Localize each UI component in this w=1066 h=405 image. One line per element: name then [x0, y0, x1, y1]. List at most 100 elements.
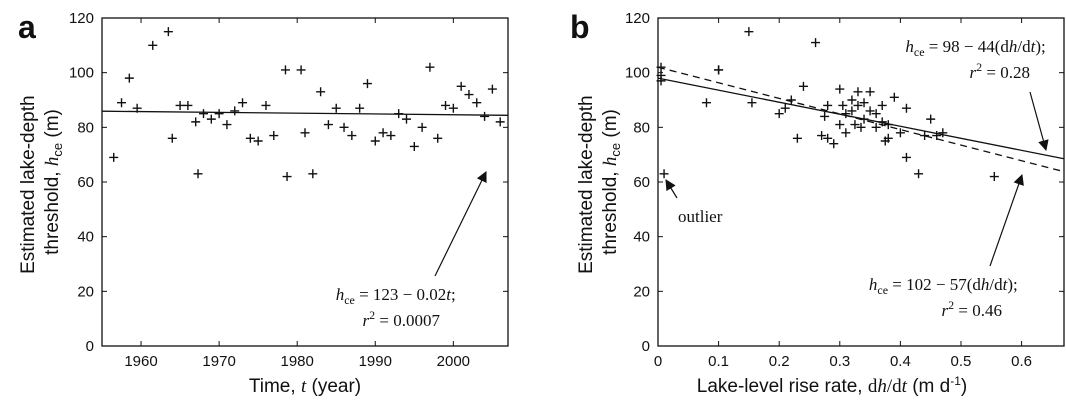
data-point [883, 133, 893, 143]
y-tick-label: 120 [625, 10, 650, 27]
data-point [747, 98, 757, 108]
data-point [132, 103, 142, 113]
data-point [183, 100, 193, 110]
data-point [441, 100, 451, 110]
data-point [744, 27, 754, 37]
x-tick-label: 0.2 [769, 353, 790, 370]
data-point [859, 114, 869, 124]
x-tick-label: 0.1 [708, 353, 729, 370]
data-point [261, 100, 271, 110]
panel-a: a 0 20 40 60 80 100 120 1960 1970 1980 1990 2000 T… [18, 9, 509, 397]
data-point [230, 106, 240, 116]
x-tick-label: 1970 [202, 353, 235, 370]
data-point [901, 152, 911, 162]
panel-label-a: a [18, 9, 36, 45]
y-tick-label: 20 [633, 283, 650, 300]
data-point [926, 114, 936, 124]
data-point [774, 109, 784, 119]
data-point [835, 84, 845, 94]
data-point [920, 131, 930, 141]
data-point [386, 131, 396, 141]
data-point [820, 111, 830, 121]
data-point [850, 120, 860, 130]
data-point [853, 100, 863, 110]
annotation-arrow-outlier-b [665, 179, 678, 199]
data-point [433, 133, 443, 143]
data-point [877, 117, 887, 127]
data-point [253, 136, 263, 146]
y-tick-label: 0 [86, 338, 94, 355]
data-point [829, 139, 839, 149]
data-point [308, 169, 318, 179]
data-point [148, 40, 158, 50]
data-point [865, 87, 875, 97]
fit-equation-dashed-b: hce = 102 − 57(dh/dt); r2 = 0.46 [869, 275, 1022, 320]
data-point [370, 136, 380, 146]
x-tick-label: 1980 [281, 353, 314, 370]
data-point [932, 131, 942, 141]
x-axis-title-a: Time, t (year) [249, 376, 361, 397]
data-point [347, 131, 357, 141]
x-tick-label: 0.3 [829, 353, 850, 370]
data-point [823, 100, 833, 110]
data-point [889, 92, 899, 102]
x-tick-label: 1990 [359, 353, 392, 370]
data-point [798, 81, 808, 91]
data-point [206, 114, 216, 124]
fit-equation-a: hce = 123 − 0.02t; r2 = 0.0007 [336, 285, 460, 330]
y-tick-label: 100 [69, 65, 94, 82]
data-point [659, 169, 669, 179]
data-point [193, 169, 203, 179]
tick-marks-a [102, 17, 508, 347]
fit-equation-solid-b: hce = 98 − 44(dh/dt); r2 = 0.28 [905, 37, 1050, 82]
data-point [714, 65, 724, 75]
data-point [339, 122, 349, 132]
y-tick-label: 20 [77, 283, 94, 300]
data-point [409, 141, 419, 151]
data-point [792, 133, 802, 143]
y-tick-label: 40 [77, 229, 94, 246]
y-tick-label: 60 [77, 174, 94, 191]
data-point [355, 103, 365, 113]
y-tick-labels-b: 0 20 40 60 80 100 120 [625, 10, 650, 355]
data-point [847, 95, 857, 105]
data-point [124, 73, 134, 83]
data-point [362, 79, 372, 89]
data-point [989, 172, 999, 182]
y-tick-label: 100 [625, 65, 650, 82]
data-point [214, 109, 224, 119]
data-point [811, 38, 821, 48]
y-tick-label: 40 [633, 229, 650, 246]
data-point [914, 169, 924, 179]
data-point [323, 120, 333, 130]
data-point [847, 106, 857, 116]
data-point [456, 81, 466, 91]
data-point [282, 172, 292, 182]
data-point [838, 100, 848, 110]
data-point [378, 128, 388, 138]
data-point [823, 133, 833, 143]
x-tick-label: 0.5 [951, 353, 972, 370]
x-tick-label: 0.6 [1011, 353, 1032, 370]
data-point [895, 128, 905, 138]
data-point [417, 122, 427, 132]
data-point [296, 65, 306, 75]
data-points-b [656, 27, 999, 182]
data-point [222, 120, 232, 130]
data-point [786, 95, 796, 105]
data-point [853, 87, 863, 97]
data-point [163, 27, 173, 37]
data-point [394, 109, 404, 119]
x-tick-label: 2000 [437, 353, 470, 370]
data-point [701, 98, 711, 108]
data-point [238, 98, 248, 108]
data-point [865, 106, 875, 116]
y-tick-label: 120 [69, 10, 94, 27]
data-point [245, 133, 255, 143]
data-point [425, 62, 435, 72]
data-point [117, 98, 127, 108]
data-point [109, 152, 119, 162]
data-point [856, 122, 866, 132]
data-point [835, 120, 845, 130]
